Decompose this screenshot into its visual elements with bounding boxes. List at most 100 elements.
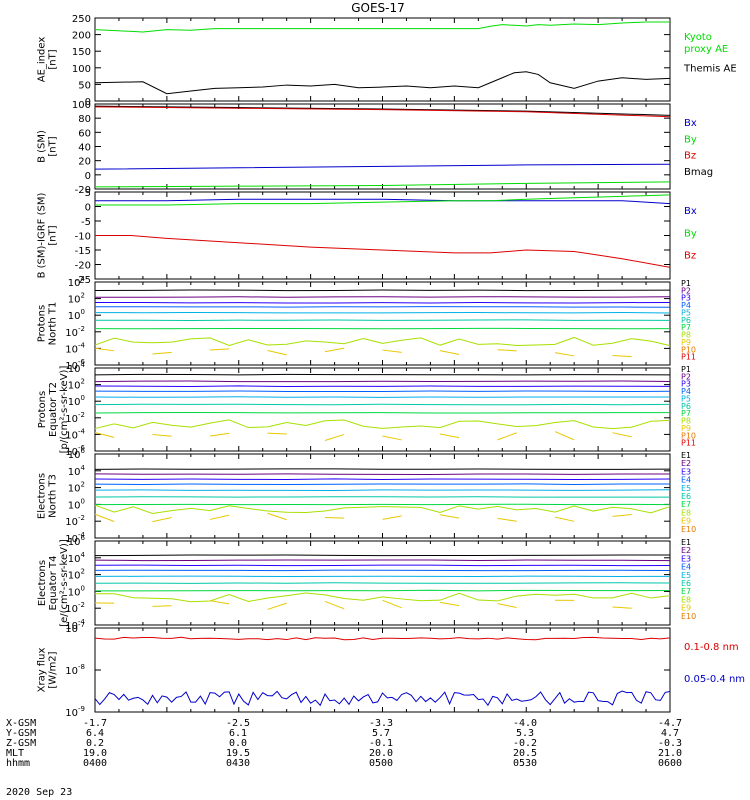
y-tick-label: -20	[75, 185, 91, 196]
ephemeris-value: 19.0	[83, 748, 107, 759]
legend-channel: E1	[681, 538, 691, 547]
ephemeris-value: -2.5	[226, 718, 250, 729]
y-tick-exponent: -4	[78, 531, 86, 539]
channel-line	[382, 599, 402, 609]
series-line	[94, 106, 671, 118]
y-axis-label: North T3	[48, 474, 59, 518]
channel-line	[94, 564, 671, 567]
y-tick-label: 100	[68, 497, 85, 511]
legend-channel: E9	[681, 517, 691, 526]
y-tick-label: 10-2	[65, 601, 85, 615]
legend-channel: P6	[681, 402, 691, 411]
channel-line	[554, 516, 575, 522]
y-tick-label: 20	[78, 157, 91, 168]
y-axis-label: AE_index	[37, 37, 48, 83]
date-label: 2020 Sep 23	[6, 787, 72, 798]
ephemeris-value: 0.0	[229, 738, 247, 749]
channel-line	[267, 512, 287, 521]
channel-line	[497, 432, 517, 441]
legend-channel: E1	[681, 451, 691, 460]
panel-8: Xray flux [W/m2] 10-7 10-8 10-9 0.1-0.8 nm 0.0…	[37, 621, 746, 719]
y-tick-exponent: 4	[81, 551, 86, 559]
channel-line	[152, 434, 172, 437]
y-tick-exponent: -4	[78, 427, 86, 435]
channel-line	[152, 351, 172, 355]
legend-channel: E4	[681, 476, 691, 485]
panel-2: B (SM) [nT] -20 0 20 40 60 80 100 Bx By Bz Bmag	[37, 100, 714, 196]
y-tick-exponent: -2	[78, 411, 85, 419]
channel-line	[94, 301, 671, 304]
channel-line	[439, 601, 460, 607]
channel-line	[267, 602, 287, 610]
y-tick-label: 0	[85, 171, 91, 182]
y-tick-label: 104	[68, 551, 86, 565]
ephemeris-row-label: hhmm	[6, 758, 30, 769]
channel-line	[324, 347, 345, 353]
legend-channel: E2	[681, 546, 691, 555]
y-tick-label: 106	[68, 447, 86, 461]
channel-line	[439, 514, 460, 519]
channel-line	[94, 319, 671, 321]
channel-line	[439, 433, 460, 439]
y-tick-label: 0	[85, 203, 91, 214]
y-axis-label: Equator T4	[48, 556, 59, 611]
y-tick-exponent: -2	[78, 325, 85, 333]
y-axis-label: Equator T2	[48, 382, 59, 437]
legend-channel: P5	[681, 308, 691, 317]
legend-channel: P5	[681, 394, 691, 403]
channel-line	[612, 432, 632, 438]
y-tick-label: 102	[68, 378, 85, 392]
channel-line	[94, 478, 671, 480]
legend-label: By	[684, 228, 697, 239]
y-tick-label: 10-4	[65, 341, 85, 355]
y-tick-exponent: 2	[81, 568, 85, 576]
plot-title: GOES-17	[351, 1, 405, 15]
y-tick-label: 5	[85, 188, 91, 199]
y-tick-label: 0	[85, 97, 91, 108]
y-tick-exponent: -8	[78, 663, 85, 671]
legend-channel: E10	[681, 612, 696, 621]
legend-channel: P9	[681, 338, 691, 347]
channel-line	[94, 373, 671, 376]
channel-line	[324, 600, 345, 610]
series-line	[95, 194, 671, 206]
channel-line	[94, 513, 115, 522]
legend-channel: E7	[681, 587, 691, 596]
y-tick-label: 10-8	[65, 663, 85, 677]
series-line	[94, 181, 671, 188]
channel-line	[94, 559, 671, 562]
channel-line	[94, 489, 671, 491]
y-tick-label: 104	[68, 464, 86, 478]
y-tick-exponent: 4	[81, 464, 86, 472]
ephemeris-value: 6.1	[229, 728, 247, 739]
y-tick-label: 10-2	[65, 514, 85, 528]
y-tick-label: 100	[72, 100, 91, 111]
y-tick-label: 10-2	[65, 325, 85, 339]
y-tick-exponent: 6	[81, 534, 86, 542]
y-tick-exponent: -4	[78, 341, 86, 349]
legend-channel: P4	[681, 387, 691, 396]
y-tick-label: 102	[68, 568, 85, 582]
ephemeris-value: 0600	[658, 758, 682, 769]
legend-label: By	[684, 134, 697, 145]
y-tick-exponent: -7	[78, 621, 85, 629]
panel-frame	[94, 281, 671, 366]
channel-line	[94, 582, 671, 584]
y-tick-label: 10-2	[65, 411, 85, 425]
ephemeris-value: -4.7	[658, 718, 682, 729]
y-axis-label: [e/(cm²-s-sr-keV)]	[59, 539, 70, 627]
channel-line	[94, 569, 671, 572]
legend-channel: E10	[681, 525, 696, 534]
y-axis-label: [p/(cm²-s-sr-keV)]	[59, 366, 70, 454]
channel-line	[209, 600, 230, 605]
y-tick-exponent: 0	[81, 308, 85, 316]
y-tick-exponent: 2	[81, 481, 85, 489]
legend-channel: P9	[681, 424, 691, 433]
legend-channel: P1	[681, 365, 691, 374]
channel-line	[612, 355, 632, 358]
channel-line	[94, 554, 671, 557]
channel-line	[94, 380, 671, 383]
legend-label: Themis AE	[683, 64, 737, 75]
